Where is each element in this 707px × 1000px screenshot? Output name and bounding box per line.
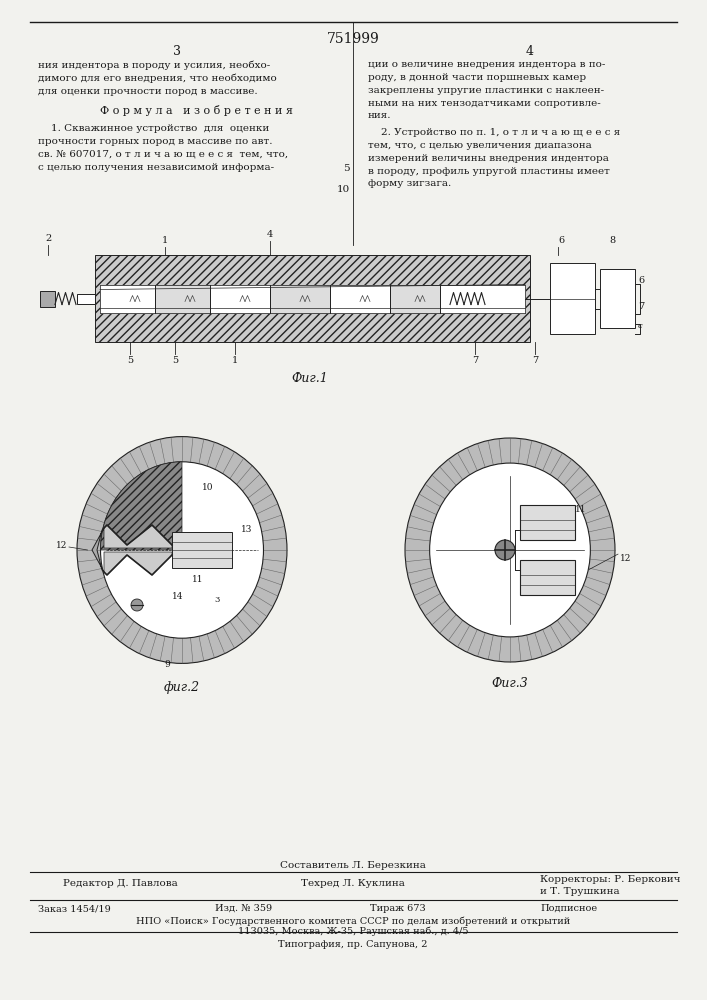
Bar (440, 284, 525, 312)
Text: Корректоры: Р. Беркович: Корректоры: Р. Беркович (540, 874, 681, 884)
Text: 10: 10 (337, 185, 350, 194)
Bar (40, 290, 55, 306)
Text: 751999: 751999 (327, 32, 380, 46)
Ellipse shape (405, 438, 615, 662)
Text: 3: 3 (214, 596, 220, 604)
Text: 1: 1 (232, 356, 238, 365)
Ellipse shape (100, 462, 264, 638)
Text: НПО «Поиск» Государственного комитета СССР по делам изобретений и открытий: НПО «Поиск» Государственного комитета СС… (136, 916, 570, 926)
Text: Изд. № 359: Изд. № 359 (215, 904, 272, 913)
Bar (520, 560, 575, 595)
Bar (600, 269, 635, 328)
Bar (77, 294, 95, 304)
Circle shape (131, 599, 143, 611)
Ellipse shape (77, 437, 287, 663)
Text: 1. Скважинное устройство  для  оценки
прочности горных пород в массиве по авт.
с: 1. Скважинное устройство для оценки проч… (38, 124, 288, 172)
Text: Подписное: Подписное (540, 904, 597, 913)
Text: 13: 13 (241, 526, 252, 534)
Text: фиг.2: фиг.2 (164, 680, 200, 694)
Polygon shape (92, 528, 104, 572)
Text: Составитель Л. Березкина: Составитель Л. Березкина (280, 861, 426, 870)
Ellipse shape (430, 463, 590, 637)
Polygon shape (104, 552, 172, 575)
Bar (270, 284, 330, 312)
Text: 2: 2 (45, 234, 51, 243)
Text: 11: 11 (575, 504, 587, 514)
Bar (155, 284, 210, 312)
Bar (210, 284, 270, 312)
Text: 113035, Москва, Ж-35, Раушская наб., д. 4/5: 113035, Москва, Ж-35, Раушская наб., д. … (238, 926, 468, 936)
Text: 2. Устройство по п. 1, о т л и ч а ю щ е е с я
тем, что, с целью увеличения диап: 2. Устройство по п. 1, о т л и ч а ю щ е… (368, 128, 620, 188)
Text: Фиг.1: Фиг.1 (291, 372, 328, 385)
Text: Редактор Д. Павлова: Редактор Д. Павлова (63, 879, 177, 888)
Text: 12: 12 (620, 554, 631, 563)
Text: 7: 7 (472, 356, 478, 365)
Text: c: c (638, 322, 643, 330)
Text: 3: 3 (173, 45, 181, 58)
Bar (520, 505, 575, 540)
Bar (330, 284, 390, 312)
Text: 12: 12 (56, 540, 67, 550)
Text: 5: 5 (344, 164, 350, 173)
Bar (100, 284, 155, 312)
Text: 8: 8 (609, 236, 615, 245)
Text: 6: 6 (638, 276, 644, 285)
Text: Фиг.3: Фиг.3 (491, 677, 528, 690)
Bar (390, 284, 440, 312)
Polygon shape (100, 462, 182, 550)
Bar (172, 532, 232, 568)
Text: Заказ 1454/19: Заказ 1454/19 (38, 904, 111, 913)
Text: 5: 5 (127, 356, 133, 365)
Text: 7: 7 (532, 356, 538, 365)
Text: Техред Л. Куклина: Техред Л. Куклина (301, 879, 405, 888)
Circle shape (495, 540, 515, 560)
Bar (100, 284, 525, 312)
Polygon shape (104, 525, 172, 548)
Text: 11: 11 (192, 575, 204, 584)
Text: Тираж 673: Тираж 673 (370, 904, 426, 913)
Text: 10: 10 (202, 483, 214, 491)
Text: 6: 6 (558, 236, 564, 245)
Text: Ф о р м у л а   и з о б р е т е н и я: Ф о р м у л а и з о б р е т е н и я (100, 105, 293, 116)
Text: 7: 7 (638, 302, 644, 311)
Text: и Т. Трушкина: и Т. Трушкина (540, 888, 619, 896)
Text: 1: 1 (162, 236, 168, 245)
Text: ции о величине внедрения индентора в по-
роду, в донной части поршневых камер
за: ции о величине внедрения индентора в по-… (368, 60, 605, 120)
Text: 4: 4 (526, 45, 534, 58)
Text: 14: 14 (172, 592, 184, 601)
Text: 5: 5 (172, 356, 178, 365)
Text: 4: 4 (267, 230, 273, 239)
Bar (95, 255, 530, 342)
Text: Типография, пр. Сапунова, 2: Типография, пр. Сапунова, 2 (279, 940, 428, 949)
Bar (550, 263, 595, 334)
Text: 9: 9 (164, 660, 170, 669)
Text: ния индентора в породу и усилия, необхо-
димого для его внедрения, что необходим: ния индентора в породу и усилия, необхо-… (38, 60, 276, 96)
